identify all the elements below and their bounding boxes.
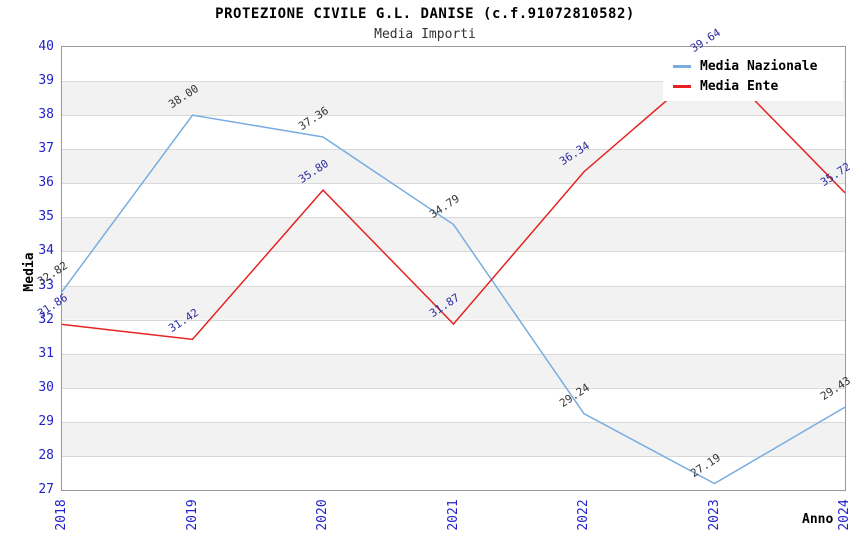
x-axis-title: Anno <box>802 512 834 527</box>
y-tick-label: 38 <box>38 107 54 123</box>
y-tick-label: 27 <box>38 482 54 497</box>
nazionale-line-swatch <box>673 64 691 68</box>
chart-subtitle: Media Importi <box>374 27 476 42</box>
y-tick-label: 28 <box>38 447 54 463</box>
y-tick-label: 31 <box>38 345 54 361</box>
y-tick-label: 39 <box>38 73 54 89</box>
legend-label-ente: Media Ente <box>700 78 779 94</box>
legend-label-nazionale: Media Nazionale <box>700 58 818 74</box>
legend-item-ente: Media Ente <box>663 76 843 96</box>
x-tick-label: 2020 <box>315 499 330 531</box>
y-tick-label: 30 <box>38 379 54 395</box>
legend: Media Nazionale Media Ente <box>663 51 843 101</box>
y-tick-label: 32 <box>38 311 54 327</box>
y-tick-label: 29 <box>38 413 54 429</box>
x-tick-label: 2022 <box>576 499 591 531</box>
x-tick-label: 2019 <box>184 499 200 531</box>
y-tick-label: 40 <box>38 39 54 54</box>
x-tick-label: 2024 <box>837 499 850 531</box>
y-tick-label: 34 <box>38 243 54 259</box>
x-tick-label: 2021 <box>445 499 461 531</box>
plot-area <box>61 46 846 491</box>
x-tick-label: 2018 <box>54 499 69 531</box>
x-tick-label: 2023 <box>706 499 722 531</box>
y-tick-label: 33 <box>38 277 54 293</box>
y-tick-label: 35 <box>38 209 54 225</box>
ente-line-swatch <box>673 84 691 88</box>
y-axis-title: Media <box>22 252 37 292</box>
chart-title: PROTEZIONE CIVILE G.L. DANISE (c.f.91072… <box>215 6 635 22</box>
legend-item-nazionale: Media Nazionale <box>663 56 843 76</box>
plot-svg <box>62 58 845 485</box>
y-tick-label: 37 <box>38 141 54 157</box>
y-tick-label: 36 <box>38 175 54 191</box>
